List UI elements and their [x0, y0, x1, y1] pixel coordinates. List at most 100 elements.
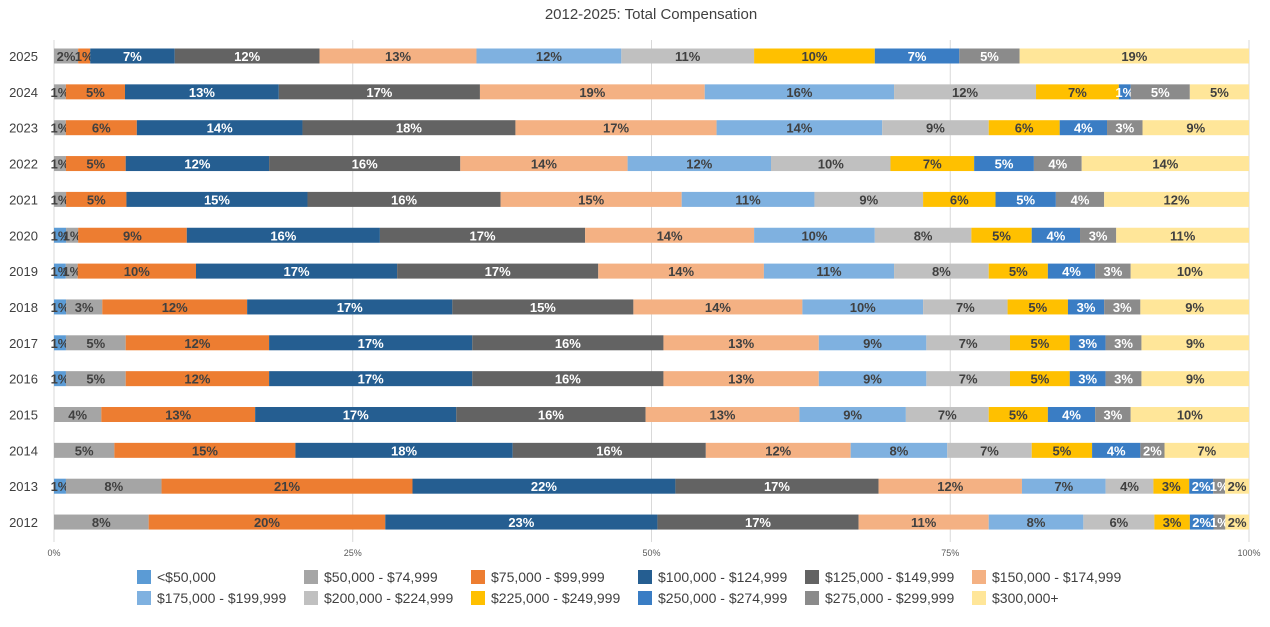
bar-row: 4% 13% 17% 16% 13% 9% 7% 5% 4% 3% 10%	[54, 407, 1249, 423]
bar-segment	[124, 84, 279, 100]
data-label: 11%	[675, 49, 701, 64]
x-tick-label: 25%	[344, 548, 362, 558]
bar-segment	[307, 191, 501, 207]
bar-row: 1% 3% 12% 17% 15% 14% 10% 7% 5% 3% 3% 9%	[51, 299, 1249, 315]
bar-segment	[799, 407, 906, 422]
bar-segment	[926, 335, 1010, 351]
legend-item: $100,000 - $124,999	[638, 569, 787, 585]
bar-segment	[255, 407, 457, 422]
bar-segment	[66, 191, 127, 207]
bar-segment	[1031, 442, 1093, 458]
data-label: 18%	[391, 443, 417, 458]
bar-segment	[1141, 371, 1249, 387]
data-label: 5%	[1053, 443, 1072, 458]
bar-segment	[500, 191, 682, 207]
bar-row: 1% 6% 14% 18% 17% 14% 9% 6% 4% 3% 9%	[51, 120, 1249, 136]
x-tick-label: 75%	[941, 548, 959, 558]
data-label: 5%	[86, 372, 105, 387]
y-category-label: 2012	[9, 515, 38, 530]
y-category-label: 2021	[9, 192, 38, 207]
data-label: 5%	[86, 157, 105, 172]
bar-segment	[1105, 478, 1154, 494]
data-label: 17%	[603, 121, 629, 136]
data-label: 7%	[980, 443, 999, 458]
data-label: 14%	[705, 300, 731, 315]
data-label: 1%	[51, 228, 70, 243]
data-label: 4%	[1062, 408, 1081, 423]
data-label: 4%	[1071, 192, 1090, 207]
data-label: 7%	[959, 336, 978, 351]
legend-swatch	[638, 591, 652, 605]
data-label: 1%	[51, 300, 70, 315]
bar-segment	[598, 263, 764, 279]
data-label: 17%	[358, 336, 384, 351]
bar-segment	[705, 442, 851, 458]
data-label: 16%	[596, 443, 622, 458]
bar-segment	[971, 227, 1032, 243]
bar-segment	[186, 227, 380, 243]
data-label: 9%	[843, 408, 862, 423]
bar-segment	[818, 335, 927, 351]
data-label: 19%	[1121, 49, 1147, 64]
legend-label: $225,000 - $249,999	[491, 590, 620, 606]
data-label: 10%	[801, 49, 827, 64]
y-category-label: 2019	[9, 264, 38, 279]
data-label: 5%	[995, 157, 1014, 172]
data-label: 8%	[104, 479, 123, 494]
bar-segment	[754, 227, 875, 243]
data-label: 3%	[1115, 121, 1134, 136]
bar-segment	[66, 299, 103, 315]
data-label: 15%	[192, 443, 218, 458]
bar-segment	[1104, 191, 1249, 207]
legend-swatch	[638, 570, 652, 584]
bar-segment	[850, 442, 948, 458]
y-category-label: 2013	[9, 479, 38, 494]
bar-segment	[1225, 478, 1249, 494]
data-label: 3%	[1163, 515, 1182, 530]
legend-swatch	[471, 591, 485, 605]
bar-segment	[1105, 371, 1142, 387]
bar-segment	[988, 120, 1060, 136]
data-label: 17%	[745, 515, 771, 530]
data-label: 13%	[709, 408, 735, 423]
bar-segment	[974, 156, 1034, 172]
bar-segment	[1105, 335, 1142, 351]
data-label: 12%	[536, 49, 562, 64]
x-tick-label: 100%	[1237, 548, 1260, 558]
bar-segment	[1033, 156, 1082, 172]
data-label: 5%	[86, 85, 105, 100]
bar-segment	[385, 514, 658, 530]
data-label: 1%	[51, 157, 70, 172]
bar-segment	[802, 299, 924, 315]
bar-segment	[379, 227, 586, 243]
bar-row: 1% 8% 21% 22% 17% 12% 7% 4% 3% 2% 1% 2%	[51, 478, 1249, 494]
data-label: 11%	[1170, 228, 1196, 243]
bar-segment	[54, 478, 66, 494]
data-label: 17%	[284, 264, 310, 279]
bar-segment	[1213, 478, 1226, 494]
bar-segment	[663, 371, 819, 387]
data-label: 9%	[859, 192, 878, 207]
data-label: 9%	[1186, 372, 1205, 387]
bar-segment	[148, 514, 386, 530]
bar-segment	[101, 407, 256, 422]
data-label: 5%	[1030, 336, 1049, 351]
legend-item: $200,000 - $224,999	[304, 590, 453, 606]
data-label: 7%	[923, 157, 942, 172]
bar-segment	[65, 371, 126, 387]
legend-swatch	[471, 570, 485, 584]
bar-segment	[1130, 407, 1249, 422]
data-label: 10%	[124, 264, 150, 279]
data-label: 2%	[1192, 479, 1211, 494]
bar-segment	[1130, 263, 1249, 279]
data-label: 5%	[1009, 264, 1028, 279]
bar-segment	[1031, 227, 1081, 243]
data-label: 21%	[274, 479, 300, 494]
data-label: 16%	[786, 85, 812, 100]
data-label: 6%	[950, 192, 969, 207]
bar-segment	[1083, 514, 1155, 530]
legend-label: $200,000 - $224,999	[324, 590, 453, 606]
bar-segment	[472, 335, 664, 351]
data-label: 10%	[818, 157, 844, 172]
data-label: 10%	[801, 228, 827, 243]
